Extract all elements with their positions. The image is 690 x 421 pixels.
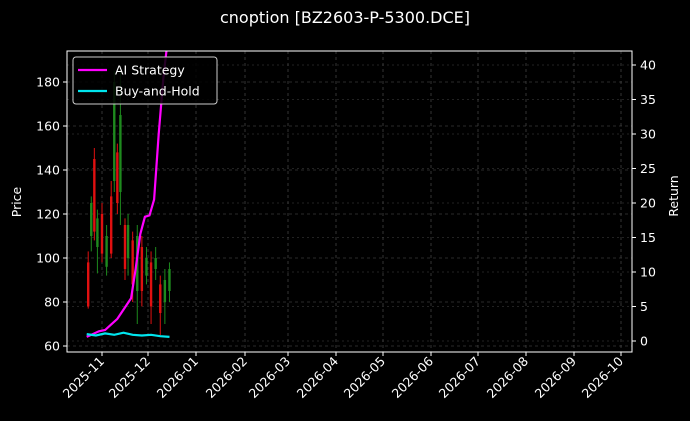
candle-body xyxy=(149,262,153,307)
candle-body xyxy=(140,247,144,291)
x-tick-label: 2026-05 xyxy=(341,354,389,402)
x-tick-label: 2026-08 xyxy=(484,353,532,401)
candle-body xyxy=(126,225,130,258)
y2-tick-label: 40 xyxy=(640,58,656,73)
candle-body xyxy=(105,236,108,267)
candle-body xyxy=(154,258,157,269)
y2-tick-label: 0 xyxy=(640,334,648,349)
x-tick-label: 2026-10 xyxy=(579,353,627,401)
candle-body xyxy=(123,225,127,269)
y-tick-label: 100 xyxy=(36,251,60,266)
legend-box xyxy=(72,56,218,105)
ai-strategy-line xyxy=(86,51,168,338)
buy-and-hold-line xyxy=(86,331,170,338)
x-tick-label: 2026-07 xyxy=(436,354,484,402)
y2-tick-label: 5 xyxy=(640,299,648,314)
candle-body xyxy=(119,115,122,192)
y-axis-label: Price xyxy=(9,186,24,217)
candle-body xyxy=(96,218,99,247)
x-tick-label: 2026-01 xyxy=(154,354,202,402)
y2-tick-label: 35 xyxy=(640,92,656,107)
legend: AI Strategy Buy-and-Hold xyxy=(72,56,218,105)
y-tick-label: 80 xyxy=(44,295,60,310)
candle-body xyxy=(100,214,104,254)
candlesticks xyxy=(87,71,171,335)
y-tick-label: 180 xyxy=(36,75,60,90)
candle-body xyxy=(131,240,134,285)
x-tick-label: 2026-03 xyxy=(246,354,294,402)
y2-tick-label: 15 xyxy=(640,230,656,245)
y-tick-label: 160 xyxy=(36,119,60,134)
legend-label: AI Strategy xyxy=(115,63,185,78)
grid xyxy=(67,51,632,352)
y2-tick-label: 20 xyxy=(640,196,656,211)
candle-body xyxy=(110,196,113,254)
y2-tick-label: 25 xyxy=(640,161,656,176)
y-tick-label: 140 xyxy=(36,163,60,178)
axes-frame xyxy=(66,50,633,353)
y2-tick-label: 10 xyxy=(640,265,656,280)
candle-body xyxy=(113,82,116,181)
candle-body xyxy=(116,152,119,203)
candle-body xyxy=(159,284,162,313)
x-tick-label: 2026-09 xyxy=(532,353,580,401)
candle-body xyxy=(163,280,167,302)
chart-title: cnoption [BZ2603-P-5300.DCE] xyxy=(219,8,470,27)
y-tick-label: 60 xyxy=(44,339,60,354)
x-tick-label: 2026-02 xyxy=(203,354,251,402)
x-tick-label: 2025-12 xyxy=(106,354,154,402)
candle-body xyxy=(87,262,90,307)
candle-body xyxy=(90,203,93,236)
candle-body xyxy=(93,159,96,232)
y2-axis-label: Return xyxy=(666,175,681,216)
x-tick-label: 2025-11 xyxy=(60,354,108,402)
candle-body xyxy=(145,258,148,276)
legend-label: Buy-and-Hold xyxy=(115,84,200,99)
x-tick-label: 2026-06 xyxy=(389,353,437,401)
candle-body xyxy=(168,269,171,291)
x-tick-label: 2026-04 xyxy=(294,353,342,401)
y2-tick-label: 30 xyxy=(640,127,656,142)
y-tick-label: 120 xyxy=(36,207,60,222)
